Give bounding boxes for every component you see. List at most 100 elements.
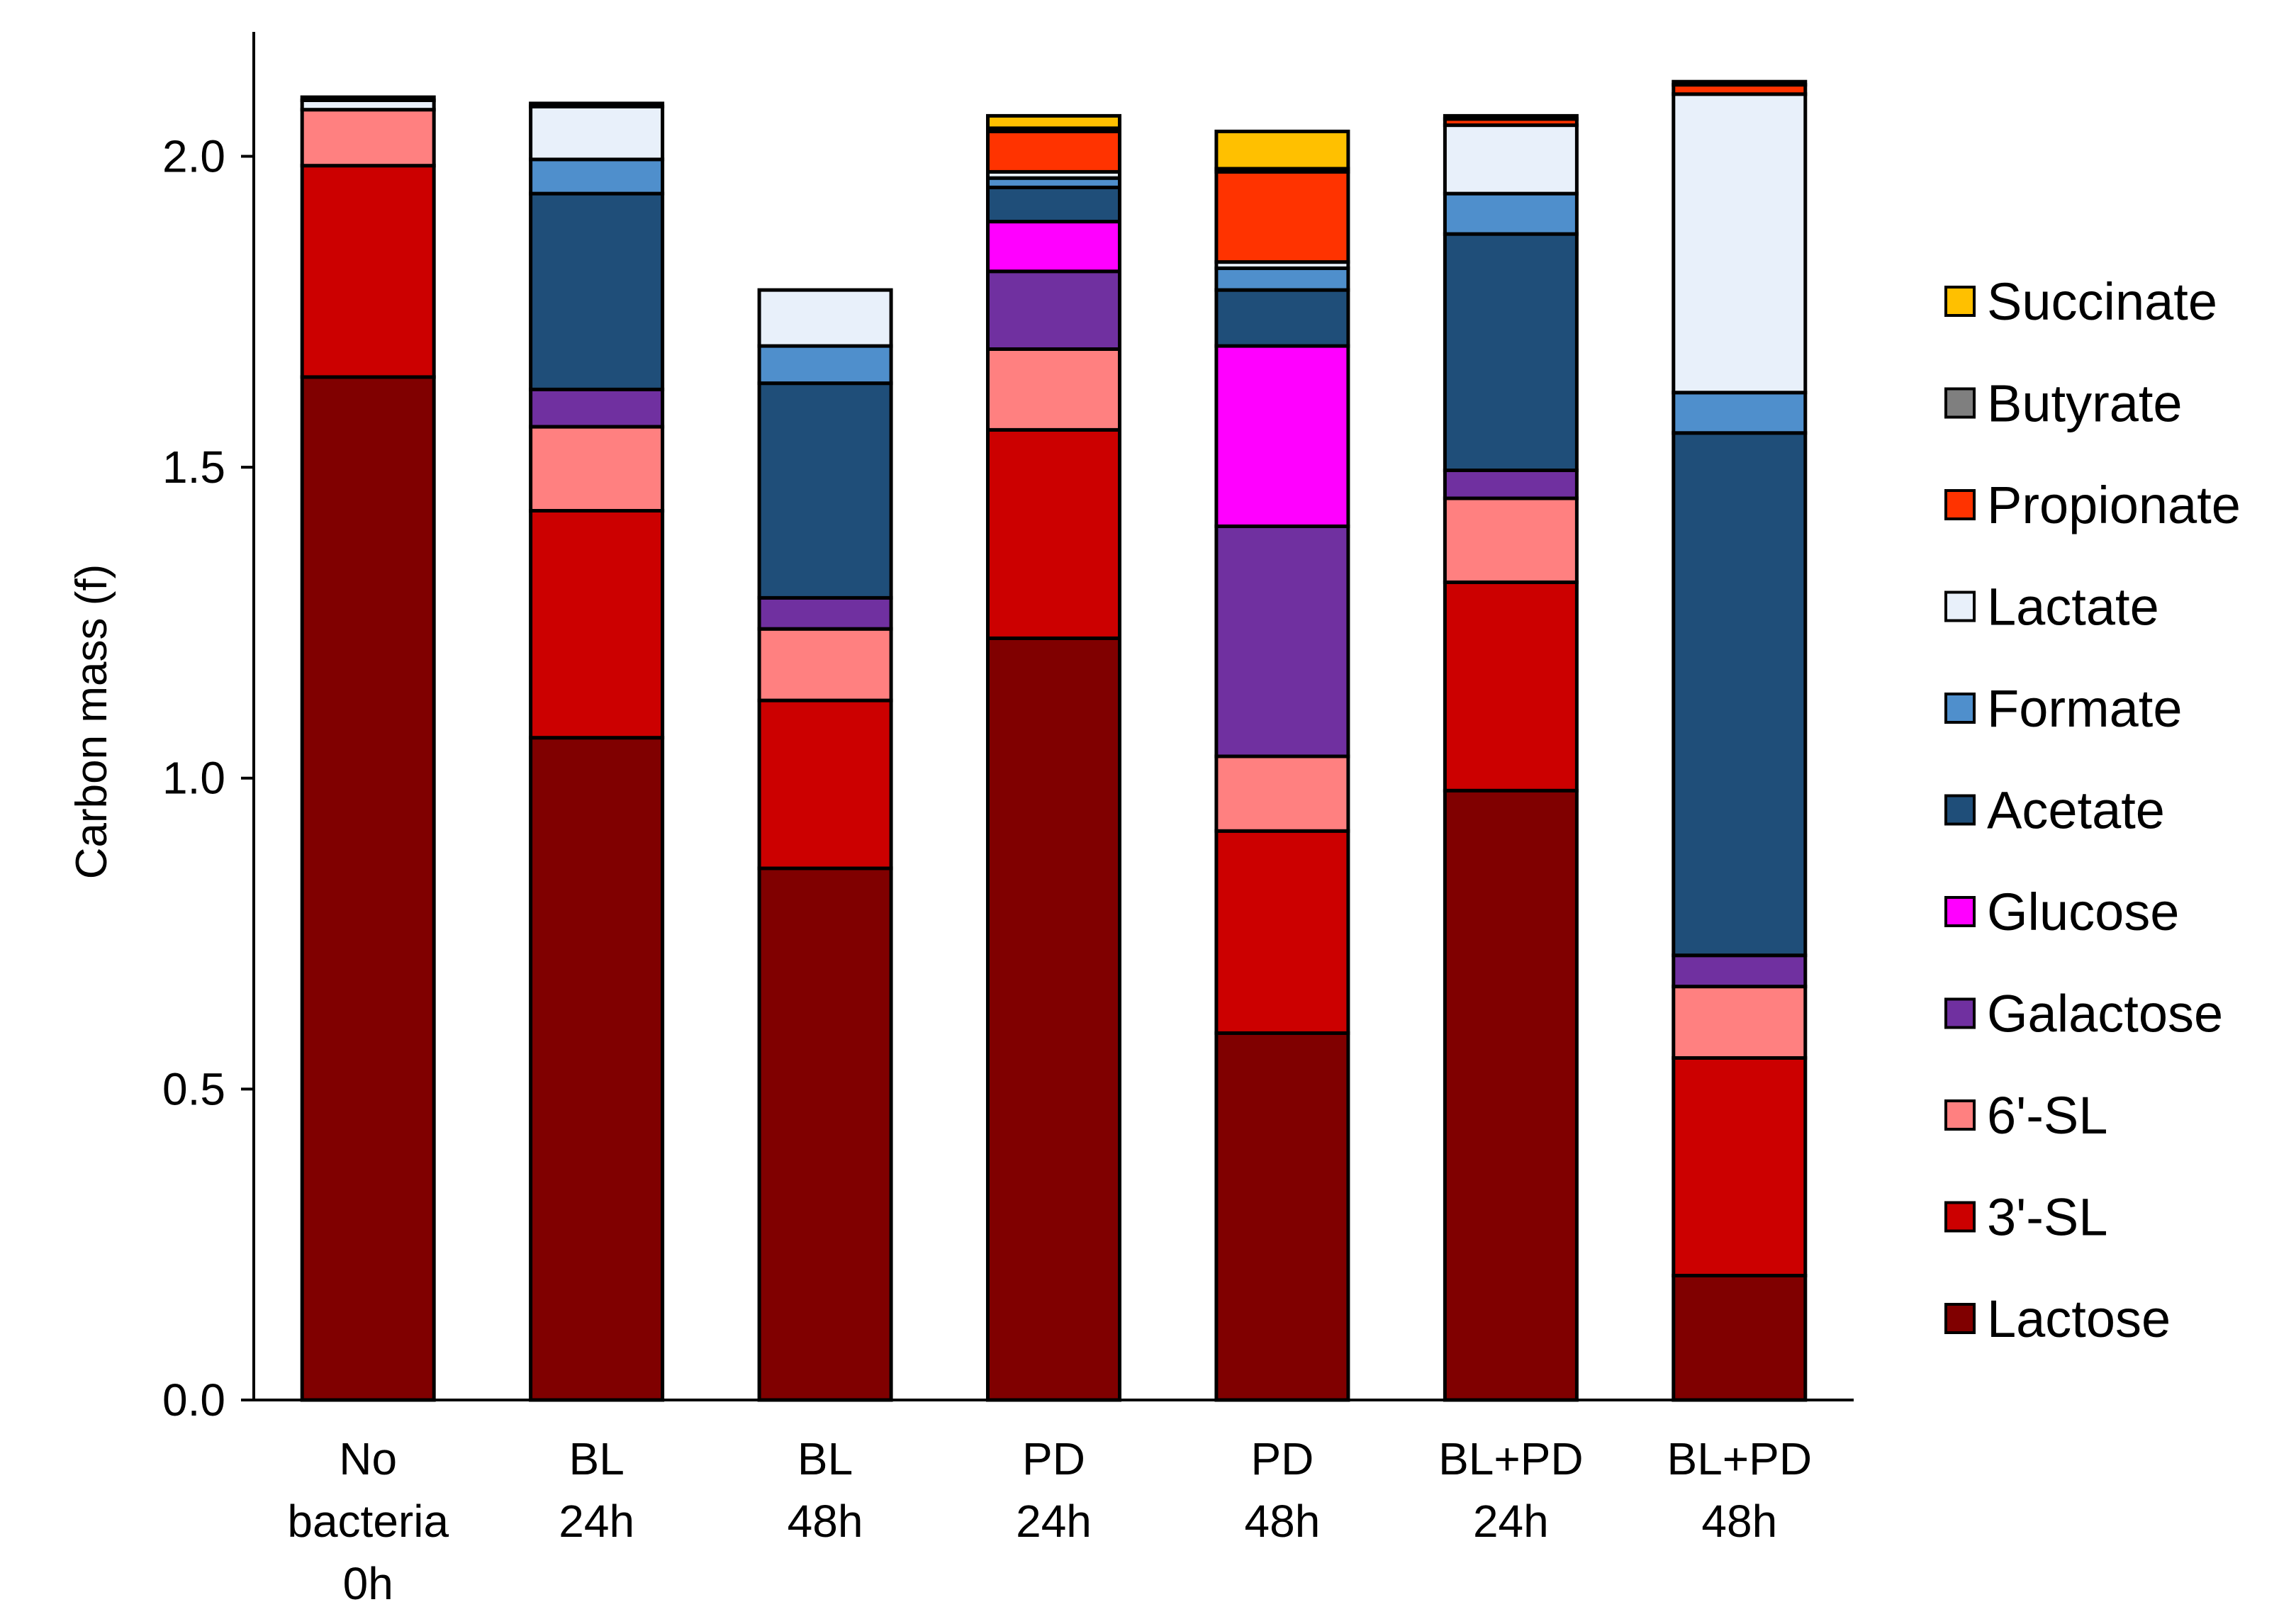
legend-swatch <box>1944 693 1976 724</box>
bar-segment-3-sl <box>986 428 1121 640</box>
bar-segment-galactose <box>1214 524 1350 758</box>
bar-segment-6-sl <box>1214 754 1350 833</box>
bar-segment-6-sl <box>1443 496 1579 584</box>
bar-segment-butyrate <box>1443 113 1579 121</box>
x-category-label: BL <box>797 1433 853 1484</box>
bar-segment-formate <box>757 344 893 386</box>
y-tick-label: 2.0 <box>162 130 225 181</box>
legend-label: Butyrate <box>1987 374 2183 433</box>
legend-label: 6'-SL <box>1987 1086 2107 1145</box>
bar-segment-lactose <box>1672 1274 1808 1402</box>
bar-segment-3-sl <box>757 698 893 870</box>
x-category-label: 24h <box>1016 1496 1092 1547</box>
legend-label: Formate <box>1987 679 2183 738</box>
bar-segment-lactose <box>529 736 665 1402</box>
legend-swatch <box>1944 794 1976 826</box>
x-category-label: 24h <box>1473 1496 1549 1547</box>
legend-swatch <box>1944 387 1976 419</box>
x-category-label: PD <box>1022 1433 1085 1484</box>
bar-segment-acetate <box>986 185 1121 224</box>
bar-segment-6-sl <box>757 627 893 702</box>
bar-segment-3-sl <box>1443 580 1579 793</box>
bar-segment-lactose <box>757 866 893 1402</box>
bar-segment-lactose <box>1214 1031 1350 1402</box>
x-category-label: bacteria <box>287 1496 449 1547</box>
bar-segment-6-sl <box>529 425 665 513</box>
bar-segment-succinate <box>986 113 1121 130</box>
bar-segment-formate <box>1443 191 1579 236</box>
x-category-labels-group: No bacteria 0h BL 24h BL 48h PD 24h PD 48h BL+PD 24h… <box>287 1433 1812 1609</box>
axes-group <box>252 32 1854 1401</box>
legend-swatch <box>1944 1099 1976 1131</box>
legend-swatch <box>1944 1303 1976 1334</box>
bar-segment-formate <box>1214 266 1350 292</box>
bar-segment-galactose <box>986 269 1121 351</box>
legend-swatch <box>1944 286 1976 317</box>
bar-segment-butyrate <box>529 101 665 108</box>
y-tick-label: 0.0 <box>162 1374 225 1426</box>
bar-segment-butyrate <box>1672 79 1808 87</box>
legend-label: Glucose <box>1987 883 2179 941</box>
x-category-label: 48h <box>1245 1496 1321 1547</box>
y-axis-title-group: Carbon mass (f) <box>67 564 116 879</box>
legend-label: Succinate <box>1987 272 2217 331</box>
legend-swatch <box>1944 896 1976 927</box>
y-ticks-group: 0.0 0.5 1.0 1.5 2.0 <box>162 130 254 1426</box>
x-category-label: PD <box>1250 1433 1314 1484</box>
y-tick-label: 1.0 <box>162 753 225 804</box>
bar-segment-galactose <box>529 387 665 429</box>
bar-segment-formate <box>1672 391 1808 435</box>
bar-segment-galactose <box>1672 953 1808 989</box>
bar-segment-succinate <box>1214 129 1350 171</box>
bar-segment-6-sl <box>1672 985 1808 1060</box>
legend: Succinate Butyrate Propionate Lactate Format… <box>1944 272 2241 1348</box>
bar-segment-3-sl <box>1214 829 1350 1035</box>
bar-segment-lactate <box>1672 92 1808 395</box>
bar-segment-6-sl <box>300 108 436 168</box>
bar-segment-lactose <box>1443 788 1579 1402</box>
bar-segment-acetate <box>1443 232 1579 472</box>
bar-segment-galactose <box>1443 469 1579 500</box>
x-category-label: 48h <box>1701 1496 1777 1547</box>
bar-segment-propionate <box>986 129 1121 174</box>
legend-swatch <box>1944 997 1976 1029</box>
legend-label: 3'-SL <box>1987 1188 2107 1247</box>
legend-swatch <box>1944 1201 1976 1233</box>
bar-segment-3-sl <box>1672 1056 1808 1277</box>
bar-segment-lactate <box>1443 123 1579 196</box>
bar-segment-3-sl <box>300 164 436 379</box>
legend-label: Lactose <box>1987 1289 2171 1348</box>
y-tick-label: 0.5 <box>162 1063 225 1114</box>
legend-label: Acetate <box>1987 781 2165 840</box>
bar-segment-butyrate <box>300 95 436 103</box>
x-category-label: 24h <box>559 1496 634 1547</box>
bar-segment-formate <box>529 157 665 196</box>
legend-swatch <box>1944 590 1976 622</box>
bar-segment-acetate <box>1214 288 1350 348</box>
bar-segment-galactose <box>757 595 893 631</box>
bar-segment-acetate <box>529 191 665 391</box>
bar-segment-acetate <box>1672 431 1808 958</box>
bar-segment-lactose <box>986 636 1121 1402</box>
legend-swatch <box>1944 489 1976 520</box>
bar-segment-acetate <box>757 381 893 600</box>
y-tick-label: 1.5 <box>162 442 225 493</box>
bar-segment-6-sl <box>986 347 1121 432</box>
x-category-label: BL+PD <box>1438 1433 1584 1484</box>
bars-group <box>300 79 1808 1402</box>
bar-segment-3-sl <box>529 509 665 740</box>
x-category-label: 48h <box>788 1496 863 1547</box>
bar-segment-lactose <box>300 375 436 1402</box>
x-category-label: BL <box>569 1433 625 1484</box>
legend-label: Galactose <box>1987 985 2223 1043</box>
x-category-label: No <box>339 1433 397 1484</box>
x-category-label: BL+PD <box>1667 1433 1813 1484</box>
y-axis-title: Carbon mass (f) <box>67 564 116 879</box>
x-category-label: 0h <box>343 1558 393 1609</box>
bar-segment-lactate <box>757 288 893 348</box>
legend-label: Propionate <box>1987 476 2241 534</box>
bar-segment-glucose <box>1214 344 1350 528</box>
bar-segment-propionate <box>1214 169 1350 264</box>
legend-label: Lactate <box>1987 578 2159 637</box>
